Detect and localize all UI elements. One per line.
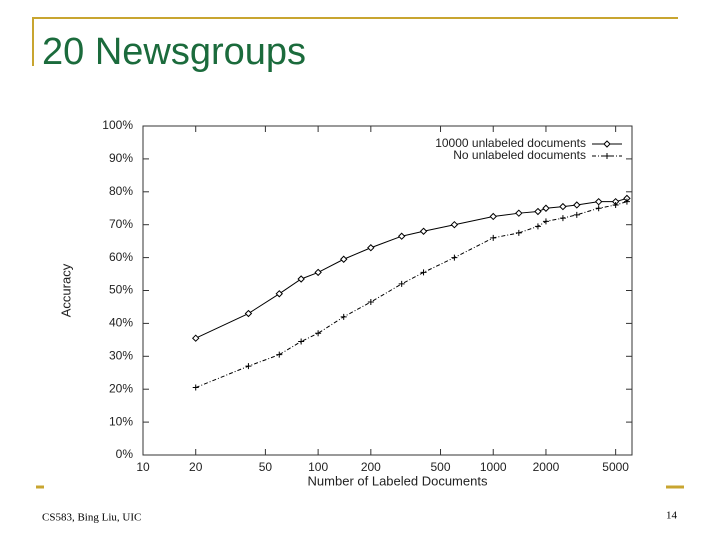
- x-tick-label: 10: [136, 460, 150, 474]
- data-point: [595, 205, 602, 212]
- x-tick-label: 2000: [533, 460, 560, 474]
- y-tick-label: 80%: [109, 184, 133, 198]
- legend-label: 10000 unlabeled documents: [435, 136, 586, 150]
- data-point: [623, 198, 630, 205]
- y-tick-label: 20%: [109, 381, 133, 395]
- x-tick-label: 1000: [480, 460, 507, 474]
- x-tick-label: 100: [308, 460, 328, 474]
- y-tick-label: 70%: [109, 217, 133, 231]
- data-point: [594, 197, 603, 206]
- data-point: [276, 351, 283, 358]
- y-tick-label: 100%: [102, 118, 133, 132]
- data-point: [420, 269, 427, 276]
- data-point: [515, 229, 522, 236]
- data-point: [515, 209, 523, 217]
- data-point: [398, 280, 405, 287]
- data-point: [192, 334, 200, 342]
- y-tick-label: 40%: [109, 316, 133, 330]
- x-tick-label: 5000: [602, 460, 629, 474]
- y-tick-label: 30%: [109, 348, 133, 362]
- footer: CS583, Bing Liu, UIC: [42, 512, 141, 524]
- x-tick-label: 200: [361, 460, 381, 474]
- data-point: [314, 268, 322, 277]
- slide-title: 20 Newsgroups: [42, 31, 306, 73]
- series-line: [195, 197, 628, 339]
- data-point: [315, 330, 322, 337]
- page-number: 14: [666, 510, 678, 522]
- y-tick-label: 90%: [109, 151, 133, 165]
- data-point: [297, 275, 305, 283]
- data-point: [367, 244, 375, 252]
- series-line: [195, 201, 628, 389]
- plot-frame: [142, 125, 633, 456]
- data-point: [559, 202, 567, 211]
- x-axis-label: Number of Labeled Documents: [308, 473, 488, 488]
- data-point: [367, 299, 374, 306]
- data-point: [451, 254, 458, 261]
- x-tick-label: 20: [189, 460, 203, 474]
- chart: 0% 10% 20% 30% 40% 50% 60% 70% 80% 90% 100% 10 20 50 1…: [58, 118, 633, 488]
- data-point: [419, 227, 428, 235]
- data-point: [340, 313, 347, 320]
- data-point: [192, 384, 199, 391]
- data-point: [244, 309, 253, 318]
- data-point: [542, 218, 549, 225]
- data-point: [490, 234, 497, 241]
- legend-label: No unlabeled documents: [453, 148, 586, 162]
- data-point: [573, 211, 580, 218]
- y-tick-label: 10%: [109, 414, 133, 428]
- data-point: [450, 220, 459, 229]
- y-tick-label: 60%: [109, 250, 133, 264]
- data-point: [298, 338, 305, 345]
- data-point: [612, 201, 619, 208]
- legend-marker: [603, 140, 611, 148]
- data-point: [340, 255, 348, 263]
- data-point: [559, 215, 566, 222]
- data-point: [397, 232, 406, 240]
- data-point: [534, 223, 541, 230]
- legend-marker: [604, 153, 610, 159]
- y-axis-label: Accuracy: [58, 263, 73, 317]
- y-tick-label: 0%: [116, 447, 134, 461]
- data-point: [573, 201, 581, 209]
- x-tick-label: 500: [431, 460, 451, 474]
- x-tick-label: 50: [259, 460, 273, 474]
- data-point: [489, 212, 497, 221]
- y-tick-label: 50%: [109, 283, 133, 297]
- data-point: [275, 290, 283, 298]
- data-point: [534, 207, 542, 216]
- data-point: [542, 204, 550, 212]
- data-point: [245, 363, 252, 370]
